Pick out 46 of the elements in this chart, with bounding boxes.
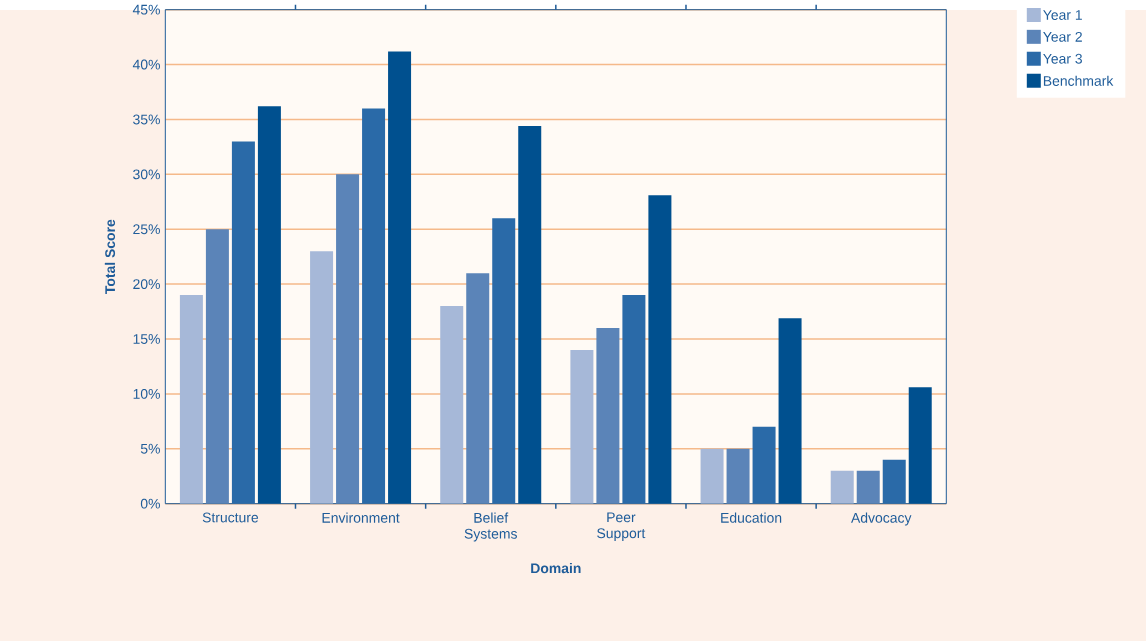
bar	[622, 295, 646, 504]
x-axis-title: Domain	[531, 563, 581, 574]
bar	[648, 195, 672, 504]
bar	[440, 306, 464, 504]
bar	[908, 387, 932, 504]
y-tick-label: 25%	[133, 224, 160, 235]
bar	[257, 106, 281, 504]
x-tick-label: Advocacy	[851, 512, 912, 526]
legend-label: Year 3	[1043, 53, 1082, 64]
bar	[310, 251, 334, 504]
y-tick-label: 35%	[133, 114, 160, 125]
bar	[778, 318, 802, 504]
y-axis-title: Total Score	[104, 219, 116, 295]
bar	[466, 273, 490, 504]
x-tick-label: Environment	[322, 512, 400, 523]
bar	[726, 448, 750, 504]
x-tick-label: Belief Systems	[464, 512, 517, 542]
y-tick-label: 20%	[133, 279, 160, 290]
bar	[882, 459, 906, 504]
bar	[179, 295, 203, 504]
bar	[518, 126, 542, 504]
x-tick-label: Education	[721, 512, 782, 523]
y-tick-label: 10%	[133, 388, 160, 399]
y-tick-label: 30%	[133, 169, 160, 180]
x-tick-label: Structure	[202, 512, 259, 523]
y-tick-label: 45%	[132, 4, 160, 15]
bar	[830, 470, 854, 504]
bar	[596, 328, 620, 504]
bar	[388, 51, 412, 504]
bar	[336, 174, 360, 504]
legend-label: Benchmark	[1043, 75, 1114, 86]
y-tick-label: 15%	[133, 334, 160, 344]
y-tick-label: 40%	[132, 59, 160, 70]
bar	[752, 426, 776, 504]
y-tick-label: 5%	[140, 443, 160, 454]
bar	[700, 448, 724, 504]
bar	[362, 108, 386, 504]
bar	[231, 141, 255, 504]
bar	[205, 229, 229, 504]
bar	[856, 470, 880, 504]
bar	[492, 218, 516, 504]
y-tick-label: 0%	[140, 498, 160, 509]
x-tick-label: Peer Support	[597, 512, 646, 541]
legend-label: Year 2	[1043, 31, 1082, 42]
legend-label: Year 1	[1043, 10, 1082, 20]
bar	[570, 350, 594, 504]
